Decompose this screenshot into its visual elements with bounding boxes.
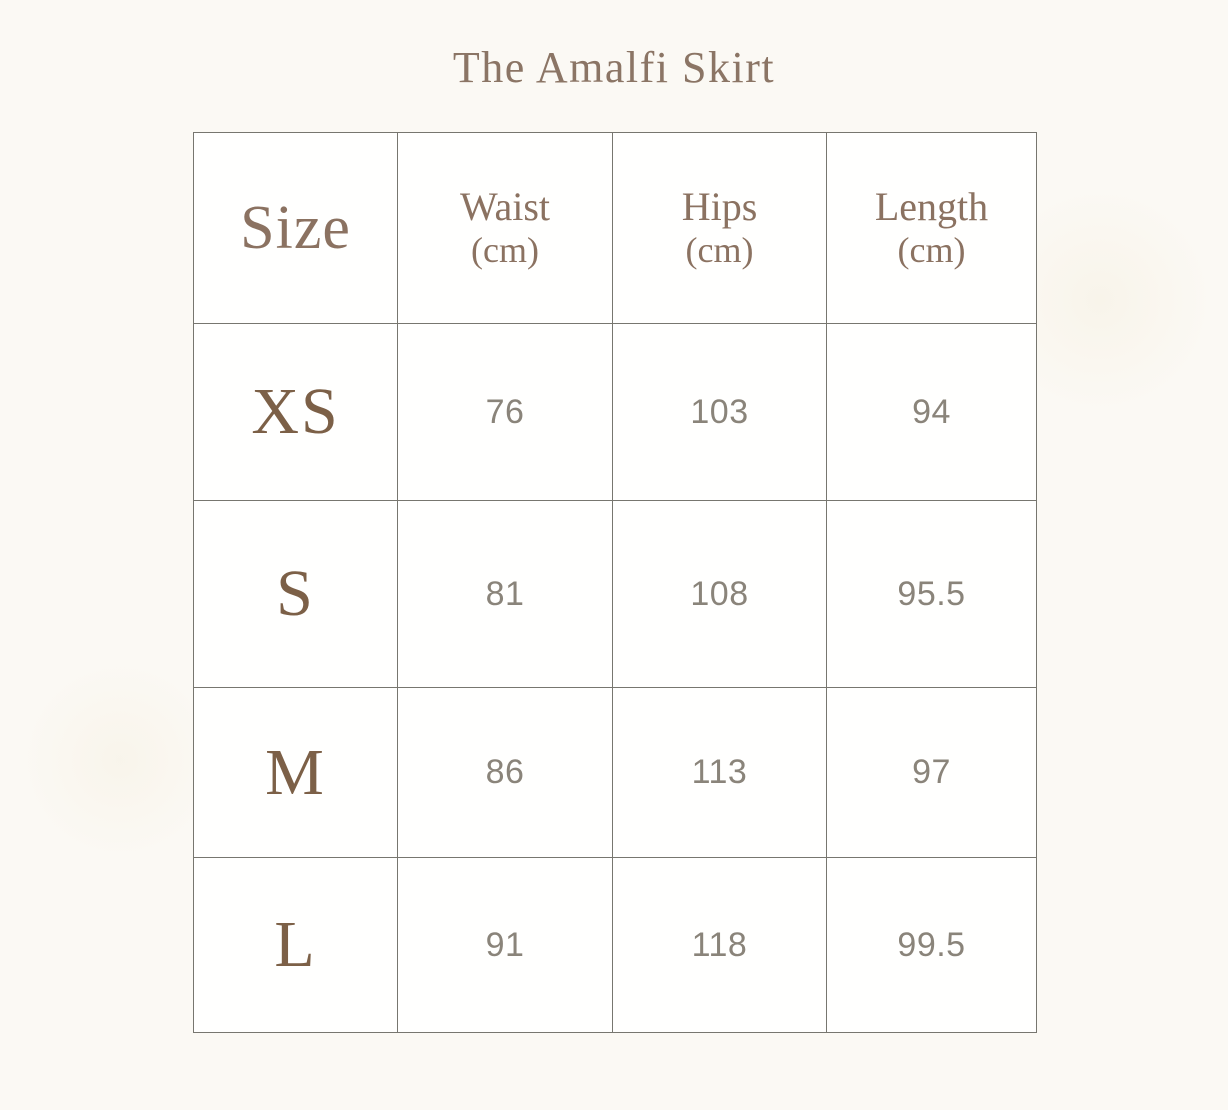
length-value: 94 (826, 323, 1037, 501)
length-value: 95.5 (826, 500, 1037, 688)
column-header-hips: Hips (cm) (612, 132, 827, 324)
waist-value: 81 (397, 500, 613, 688)
column-label: Length (874, 184, 989, 230)
hips-value: 113 (612, 687, 827, 858)
table-row-xs: XS 76 103 94 (193, 323, 1037, 501)
table-row-l: L 91 118 99.5 (193, 857, 1037, 1033)
size-label: S (193, 500, 398, 688)
table-header-row: Size Waist (cm) Hips (cm) Length (cm) (193, 132, 1037, 324)
table-row-m: M 86 113 97 (193, 687, 1037, 858)
length-value: 97 (826, 687, 1037, 858)
hips-value: 103 (612, 323, 827, 501)
column-label: Hips (681, 184, 758, 230)
waist-value: 91 (397, 857, 613, 1033)
column-unit: (cm) (897, 230, 966, 271)
waist-value: 76 (397, 323, 613, 501)
length-value: 99.5 (826, 857, 1037, 1033)
column-header-waist: Waist (cm) (397, 132, 613, 324)
column-unit: (cm) (471, 230, 539, 271)
size-label: M (193, 687, 398, 858)
size-chart-table: Size Waist (cm) Hips (cm) Length (cm) XS… (193, 132, 1037, 1033)
column-label: Waist (459, 184, 551, 230)
size-label: L (193, 857, 398, 1033)
page-title: The Amalfi Skirt (452, 43, 776, 92)
waist-value: 86 (397, 687, 613, 858)
hips-value: 108 (612, 500, 827, 688)
column-unit: (cm) (685, 230, 754, 271)
column-header-size: Size (193, 132, 398, 324)
column-header-length: Length (cm) (826, 132, 1037, 324)
table-row-s: S 81 108 95.5 (193, 500, 1037, 688)
hips-value: 118 (612, 857, 827, 1033)
size-label: XS (193, 323, 398, 501)
